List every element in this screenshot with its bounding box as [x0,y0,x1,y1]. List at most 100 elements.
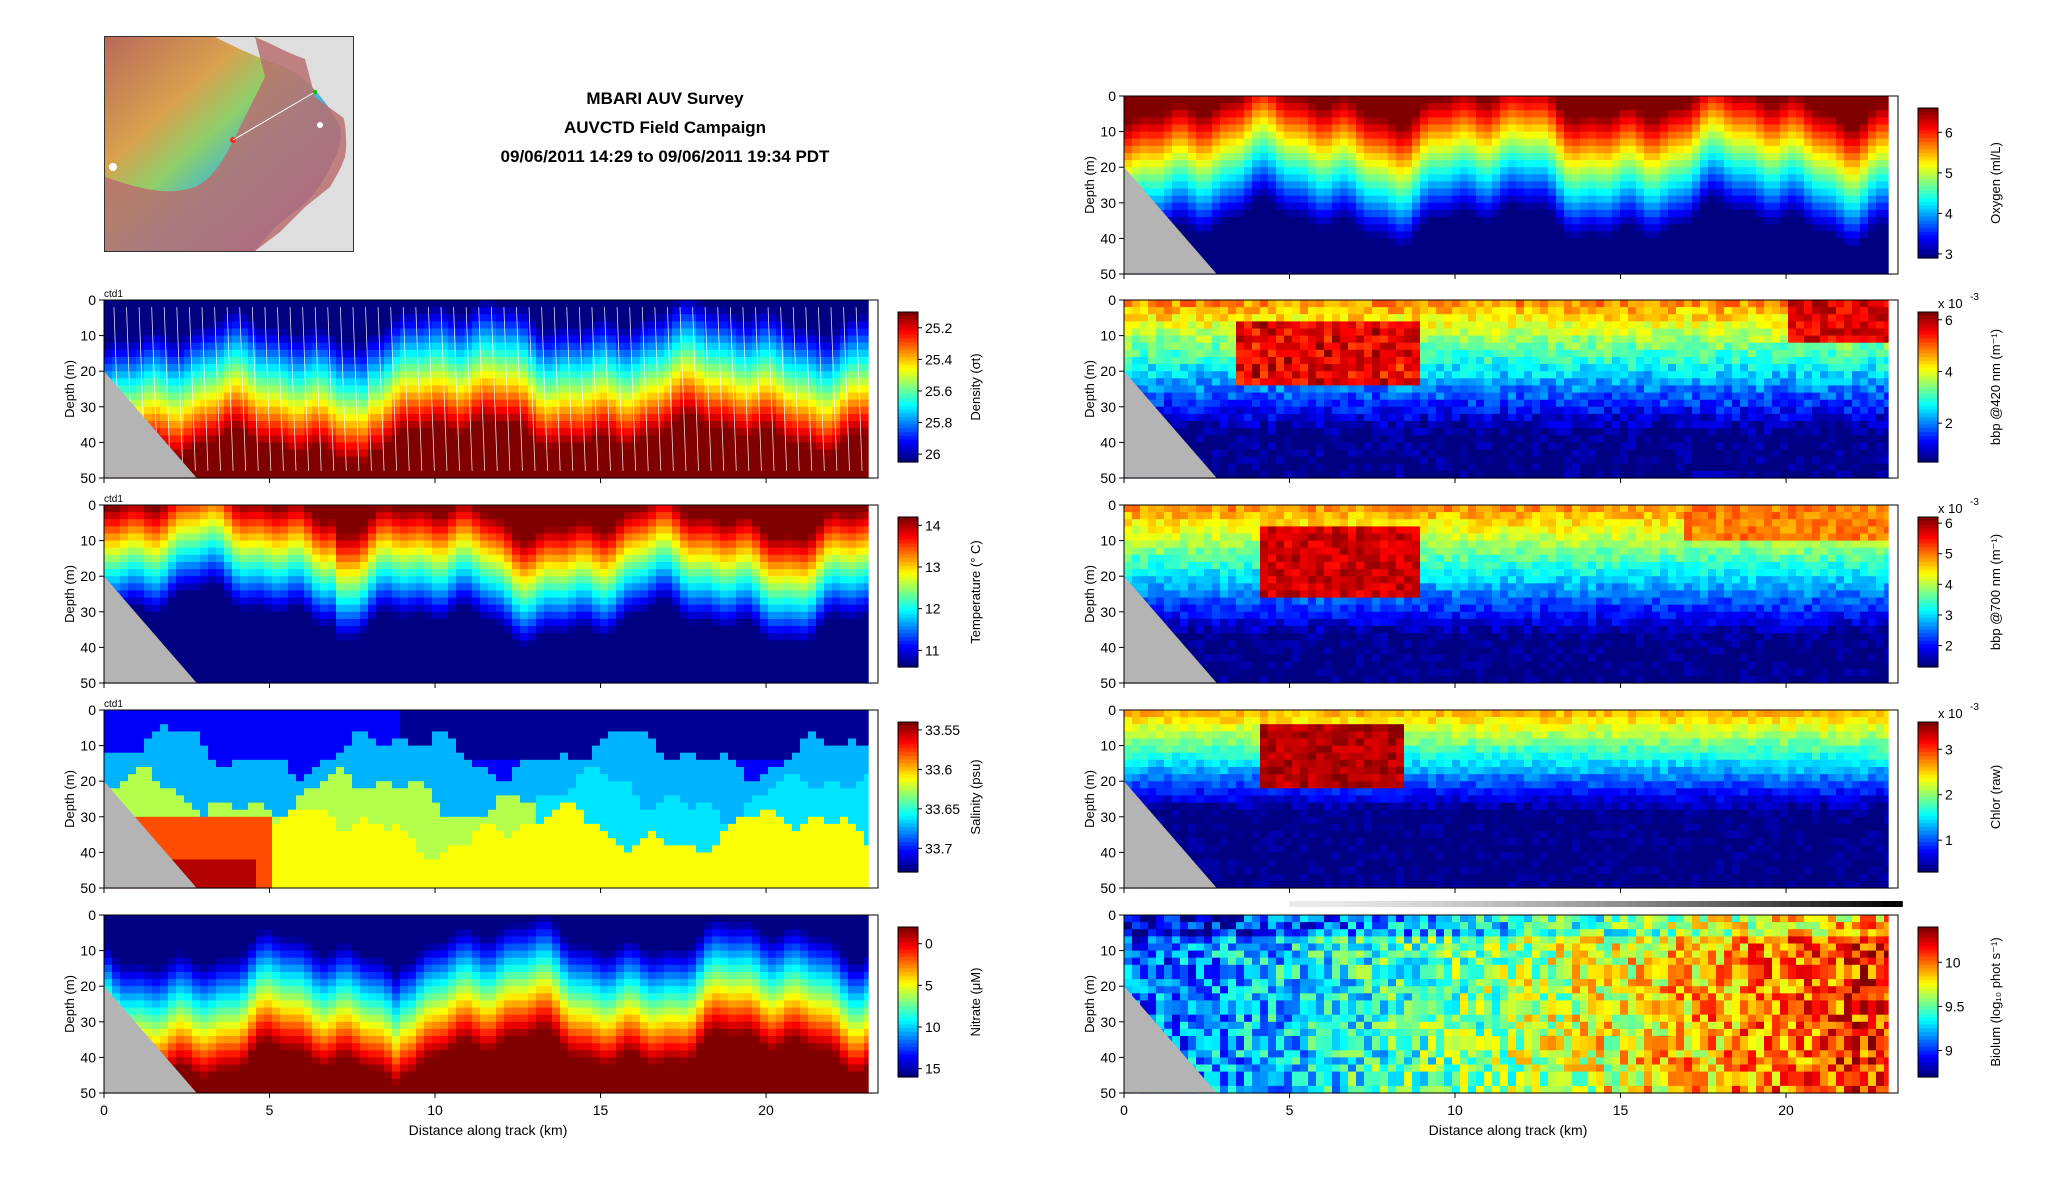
field-cell [160,371,169,379]
field-cell [856,618,865,627]
field-cell [672,349,681,358]
field-cell [640,406,649,415]
field-cell [304,618,313,627]
field-cell [816,569,825,577]
field-cell [712,540,721,549]
field-cell [568,554,577,563]
field-cell [272,547,281,556]
field-cell [744,428,753,436]
field-cell [600,428,609,436]
field-cell [704,463,713,472]
field-cell [360,526,369,535]
field-cell [544,654,553,663]
field-cell [560,470,569,479]
field-cell [768,547,777,556]
field-cell [568,618,577,627]
field-cell [360,597,369,606]
field-cell [704,357,713,365]
field-cell [696,611,705,620]
field-cell [384,335,393,344]
field-cell [112,576,121,584]
colorbar-tick-label: 25.4 [925,351,952,367]
field-cell [424,668,433,677]
field-cell [776,512,785,520]
field-cell [344,349,353,358]
field-cell [128,526,137,535]
field-cell [296,364,305,372]
field-cell [104,300,113,308]
field-cell [224,554,233,563]
field-cell [656,364,665,372]
field-cell [544,385,553,394]
field-cell [840,590,849,599]
field-cell [376,421,385,429]
colorbar-segment [898,592,918,597]
field-cell [392,421,401,429]
field-cell [528,569,537,577]
field-cell [768,512,777,520]
field-cell [280,647,289,656]
field-cell [432,371,441,379]
field-cell [648,626,657,634]
field-cell [768,618,777,627]
field-cell [544,421,553,429]
field-cell [368,569,377,577]
field-cell [136,590,145,599]
field-cell [616,540,625,549]
field-cell [384,392,393,401]
field-cell [208,392,217,401]
field-cell [256,307,265,315]
field-cell [440,554,449,563]
field-cell [712,576,721,584]
field-cell [424,554,433,563]
field-cell [280,428,289,436]
field-cell [616,604,625,613]
field-cell [512,604,521,613]
field-cell [344,300,353,308]
field-cell [496,413,505,422]
field-cell [632,626,641,634]
field-cell [696,421,705,429]
field-cell [168,307,177,315]
field-cell [624,442,633,451]
field-cell [576,349,585,358]
field-cell [808,590,817,599]
field-cell [352,512,361,520]
field-cell [104,569,113,577]
field-cell [632,611,641,620]
field-cell [216,435,225,443]
field-cell [784,647,793,656]
field-cell [432,626,441,634]
field-cell [408,357,417,365]
field-cell [464,512,473,520]
field-cell [848,399,857,408]
field-cell [232,547,241,556]
field-cell [328,328,337,337]
field-cell [568,392,577,401]
field-cell [552,590,561,599]
field-cell [416,357,425,365]
profile-line [226,307,234,471]
field-cell [792,583,801,591]
field-cell [192,597,201,606]
field-cell [632,675,641,684]
field-cell [488,413,497,422]
field-cell [256,300,265,308]
field-cell [568,428,577,436]
field-cell [360,675,369,684]
field-cell [528,611,537,620]
field-cell [360,640,369,648]
field-cell [136,307,145,315]
field-cell [416,328,425,337]
field-cell [376,533,385,542]
field-cell [792,300,801,308]
field-cell [608,456,617,465]
field-cell [192,611,201,620]
field-cell [632,385,641,394]
field-cell [560,526,569,535]
field-cell [624,328,633,337]
field-cell [128,604,137,613]
field-cell [840,442,849,451]
field-cell [832,526,841,535]
field-cell [792,456,801,465]
